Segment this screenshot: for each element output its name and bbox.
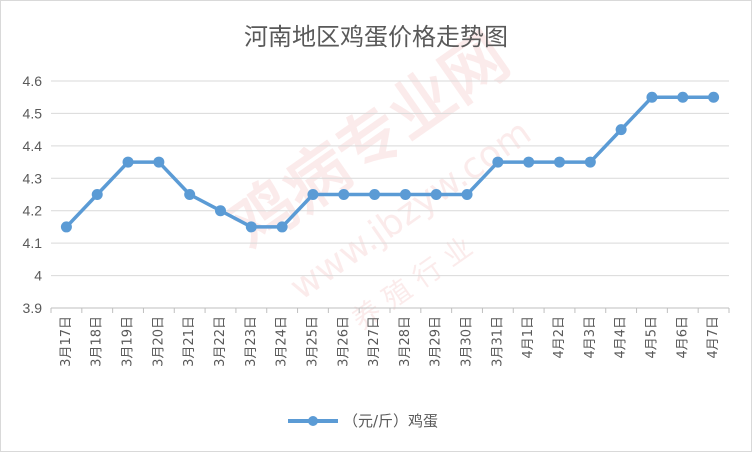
- data-point: [215, 205, 226, 217]
- data-point: [276, 221, 288, 233]
- x-tick-label: 4月2日: [552, 316, 567, 359]
- x-tick-label: 3月25日: [305, 316, 320, 367]
- x-tick-label: 3月30日: [460, 316, 475, 367]
- x-tick-label: 4月7日: [706, 316, 721, 359]
- x-tick-label: 3月17日: [59, 316, 74, 367]
- data-point: [369, 189, 381, 200]
- x-tick-label: 4月5日: [644, 316, 659, 359]
- legend: （元/斤）鸡蛋: [288, 412, 438, 430]
- y-tick-label: 4: [34, 268, 42, 284]
- y-tick-label: 4.2: [23, 203, 43, 219]
- x-tick-label: 3月21日: [182, 316, 197, 367]
- y-tick-label: 4.4: [23, 138, 43, 154]
- x-tick-label: 3月26日: [336, 316, 351, 367]
- data-point: [122, 156, 134, 168]
- x-tick-label: 3月27日: [367, 316, 382, 367]
- x-tick-label: 3月31日: [490, 316, 505, 367]
- series-line: [65, 95, 714, 229]
- data-point: [245, 221, 257, 233]
- x-tick-label: 3月23日: [244, 316, 259, 367]
- y-tick-label: 4.5: [23, 105, 43, 121]
- x-tick-label: 4月4日: [614, 316, 629, 359]
- x-axis: 3月17日 3月18日 3月19日 3月20日 3月21日 3月22日 3月23日 3月24日…: [50, 307, 730, 367]
- y-tick-label: 4.6: [23, 73, 43, 89]
- x-tick-label: 4月1日: [521, 316, 536, 359]
- data-point: [430, 189, 442, 200]
- y-tick-label: 4.3: [23, 170, 43, 186]
- data-point: [91, 189, 103, 200]
- data-point: [60, 221, 72, 233]
- x-tick-label: 4月6日: [675, 316, 690, 359]
- series-layer: [60, 91, 720, 233]
- data-point: [338, 189, 350, 200]
- data-point: [461, 189, 473, 200]
- data-point: [708, 91, 720, 103]
- data-point: [184, 189, 196, 200]
- x-tick-label: 3月22日: [213, 316, 228, 367]
- x-tick-label: 3月20日: [151, 316, 166, 367]
- data-point: [554, 156, 565, 168]
- x-tick-label: 3月24日: [275, 316, 290, 367]
- data-point: [646, 91, 658, 103]
- legend-label: （元/斤）鸡蛋: [343, 412, 438, 430]
- y-tick-label: 4.1: [23, 235, 43, 251]
- y-axis: 3.9 4 4.1 4.2 4.3 4.4 4.5 4.6: [23, 73, 43, 316]
- data-point: [523, 156, 535, 168]
- data-point: [399, 189, 411, 200]
- data-point: [153, 156, 165, 168]
- data-point: [492, 156, 504, 168]
- x-tick-label: 3月19日: [121, 316, 136, 367]
- x-tick-label: 3月18日: [90, 316, 105, 367]
- data-point: [584, 156, 596, 168]
- data-point: [307, 189, 319, 200]
- data-point: [677, 91, 689, 103]
- data-point: [615, 124, 627, 136]
- legend-marker-swatch: [308, 416, 318, 426]
- chart-title: 河南地区鸡蛋价格走势图: [244, 23, 508, 51]
- x-tick-label: 4月3日: [583, 316, 598, 359]
- x-tick-label: 3月29日: [429, 316, 444, 367]
- x-tick-label: 3月28日: [398, 316, 413, 367]
- y-tick-label: 3.9: [23, 300, 43, 316]
